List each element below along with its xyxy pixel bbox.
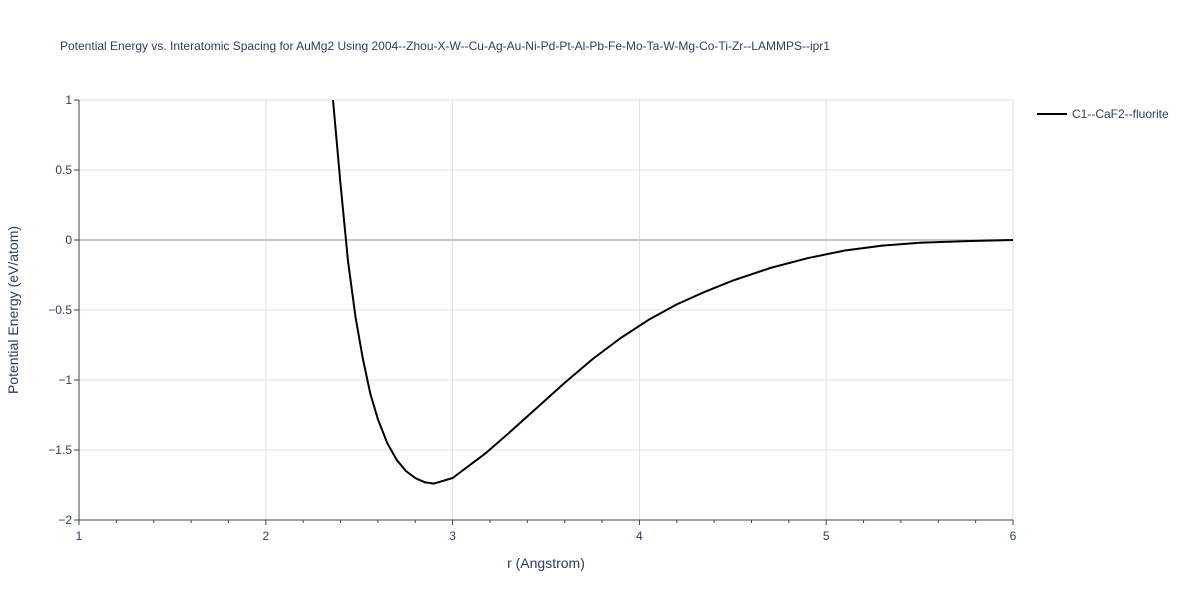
x-tick-label: 2 xyxy=(262,529,269,543)
legend-label: C1--CaF2--fluorite xyxy=(1072,107,1169,121)
y-tick-label: −1.5 xyxy=(48,443,72,457)
axis-ticks: 1 2 3 4 5 6 1 0.5 0 −0.5 −1 −1.5 −2 xyxy=(48,93,1016,543)
x-tick-label: 5 xyxy=(823,529,830,543)
y-tick-label: 0 xyxy=(65,233,72,247)
x-tick-label: 3 xyxy=(449,529,456,543)
series-line xyxy=(332,99,1014,485)
x-axis-label: r (Angstrom) xyxy=(507,555,585,571)
y-axis-label: Potential Energy (eV/atom) xyxy=(5,226,21,394)
x-tick-label: 4 xyxy=(636,529,643,543)
y-tick-label: 1 xyxy=(65,93,72,107)
series-lines xyxy=(332,99,1014,485)
chart-title: Potential Energy vs. Interatomic Spacing… xyxy=(60,39,830,53)
y-tick-label: 0.5 xyxy=(55,163,72,177)
legend: C1--CaF2--fluorite xyxy=(1037,107,1169,121)
y-tick-label: −1 xyxy=(58,373,72,387)
grid xyxy=(79,99,1014,520)
x-tick-label: 6 xyxy=(1010,529,1017,543)
y-tick-label: −2 xyxy=(58,513,72,527)
x-tick-label: 1 xyxy=(76,529,83,543)
y-tick-label: −0.5 xyxy=(48,303,72,317)
